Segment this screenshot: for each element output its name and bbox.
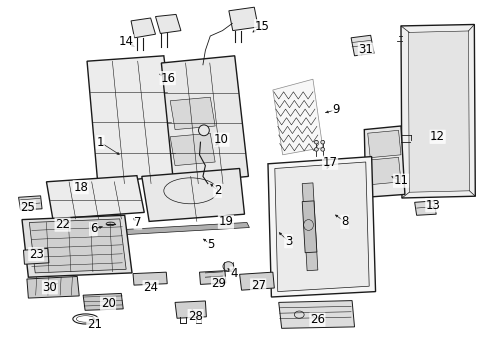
Text: 3: 3 — [284, 235, 292, 248]
Polygon shape — [350, 35, 373, 56]
Polygon shape — [46, 176, 144, 219]
Polygon shape — [302, 183, 317, 271]
Ellipse shape — [314, 148, 318, 151]
Polygon shape — [133, 272, 167, 285]
Polygon shape — [19, 196, 42, 210]
Text: 31: 31 — [358, 43, 372, 56]
Polygon shape — [272, 79, 322, 155]
Text: 30: 30 — [42, 281, 57, 294]
Text: 16: 16 — [160, 72, 175, 85]
Text: 21: 21 — [87, 318, 102, 330]
Polygon shape — [22, 215, 132, 277]
Polygon shape — [83, 293, 123, 310]
Polygon shape — [131, 18, 155, 38]
Text: 6: 6 — [89, 222, 97, 235]
Text: 10: 10 — [214, 133, 228, 146]
Text: 5: 5 — [207, 238, 215, 251]
Text: 20: 20 — [101, 297, 115, 310]
Text: 27: 27 — [250, 279, 265, 292]
Polygon shape — [274, 162, 368, 292]
Polygon shape — [278, 301, 354, 328]
Polygon shape — [170, 97, 215, 130]
Text: 24: 24 — [143, 281, 158, 294]
Polygon shape — [23, 248, 49, 264]
Polygon shape — [364, 126, 404, 197]
Text: 29: 29 — [211, 277, 226, 290]
Text: 9: 9 — [331, 103, 339, 116]
Text: 19: 19 — [218, 215, 233, 228]
Text: 7: 7 — [134, 216, 142, 229]
Polygon shape — [155, 14, 181, 33]
Polygon shape — [170, 133, 215, 166]
Polygon shape — [161, 56, 248, 184]
Text: 1: 1 — [96, 136, 104, 149]
Ellipse shape — [106, 222, 115, 226]
Polygon shape — [199, 271, 225, 284]
Text: 12: 12 — [429, 130, 444, 143]
Text: 11: 11 — [393, 174, 407, 187]
Text: 17: 17 — [322, 156, 337, 169]
Ellipse shape — [320, 140, 324, 144]
Polygon shape — [414, 201, 435, 215]
Text: 14: 14 — [119, 35, 133, 48]
Ellipse shape — [223, 262, 233, 271]
Polygon shape — [121, 222, 249, 235]
Polygon shape — [142, 168, 244, 221]
Polygon shape — [87, 56, 178, 184]
Polygon shape — [29, 219, 126, 273]
Polygon shape — [267, 157, 375, 297]
Polygon shape — [175, 301, 206, 318]
Polygon shape — [27, 276, 79, 298]
Text: 23: 23 — [29, 248, 43, 261]
Text: 28: 28 — [188, 310, 203, 323]
Polygon shape — [367, 157, 400, 185]
Ellipse shape — [320, 148, 324, 151]
Ellipse shape — [198, 125, 209, 136]
Text: 8: 8 — [340, 215, 348, 228]
Text: 15: 15 — [254, 20, 269, 33]
Text: 13: 13 — [425, 199, 440, 212]
Polygon shape — [407, 31, 468, 192]
Polygon shape — [302, 201, 316, 253]
Text: 26: 26 — [309, 313, 324, 326]
Text: 25: 25 — [20, 201, 35, 214]
Ellipse shape — [314, 140, 318, 144]
Text: 22: 22 — [55, 218, 70, 231]
Polygon shape — [228, 7, 258, 31]
Text: 18: 18 — [73, 181, 88, 194]
Polygon shape — [400, 24, 474, 198]
Polygon shape — [367, 130, 400, 158]
Text: 4: 4 — [229, 267, 237, 280]
Polygon shape — [239, 272, 274, 290]
Text: 2: 2 — [213, 184, 221, 197]
